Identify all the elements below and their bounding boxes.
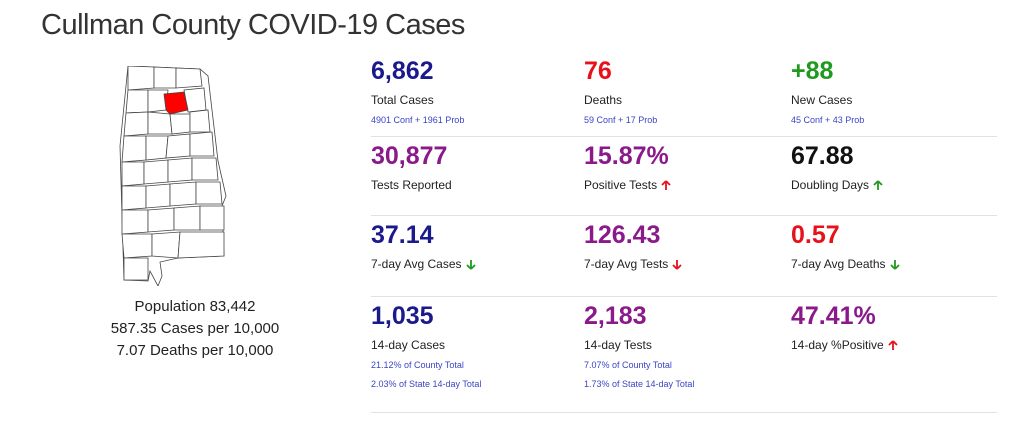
- stats-row: 37.14 7-day Avg Cases 126.43 7-day Avg T…: [371, 216, 997, 297]
- avg-cases-label-text: 7-day Avg Cases: [371, 257, 462, 271]
- arrow-down-green-icon: [465, 259, 476, 270]
- cases-14-label: 14-day Cases: [371, 338, 446, 352]
- arrow-down-red-icon: [672, 259, 682, 270]
- positive-14-label: 14-day %Positive: [791, 338, 898, 352]
- total-cases-note: 4901 Conf + 1961 Prob: [371, 115, 465, 125]
- positive-tests-label-text: Positive Tests: [584, 178, 658, 192]
- stats-grid: 6,862 Total Cases 4901 Conf + 1961 Prob …: [371, 56, 997, 413]
- deaths-per-10000: 7.07 Deaths per 10,000: [116, 342, 274, 359]
- new-cases-value: +88: [791, 57, 834, 85]
- avg-tests-label: 7-day Avg Tests: [584, 257, 682, 271]
- stat-avg-deaths: 0.57 7-day Avg Deaths: [791, 220, 900, 271]
- population-summary: Population 83,442 587.35 Cases per 10,00…: [90, 296, 300, 362]
- new-cases-note: 45 Conf + 43 Prob: [791, 115, 865, 125]
- arrow-down-green-icon: [889, 259, 900, 270]
- total-cases-value: 6,862: [371, 57, 434, 85]
- tests-14-note1: 7.07% of County Total: [584, 360, 672, 370]
- stat-tests-reported: 30,877 Tests Reported: [371, 141, 452, 192]
- avg-tests-label-text: 7-day Avg Tests: [584, 257, 669, 271]
- cases-14-value: 1,035: [371, 302, 434, 330]
- deaths-value: 76: [584, 57, 612, 85]
- stat-avg-cases: 37.14 7-day Avg Cases: [371, 220, 476, 271]
- total-cases-label: Total Cases: [371, 93, 434, 107]
- stat-14day-cases: 1,035 14-day Cases 21.12% of County Tota…: [371, 301, 481, 389]
- tests-14-note2: 1.73% of State 14-day Total: [584, 379, 695, 389]
- positive-tests-value: 15.87%: [584, 142, 669, 170]
- stat-14day-tests: 2,183 14-day Tests 7.07% of County Total…: [584, 301, 694, 389]
- deaths-note: 59 Conf + 17 Prob: [584, 115, 658, 125]
- positive-14-label-text: 14-day %Positive: [791, 338, 884, 352]
- arrow-up-red-icon: [661, 179, 671, 190]
- avg-cases-label: 7-day Avg Cases: [371, 257, 476, 271]
- stat-14day-positive: 47.41% 14-day %Positive: [791, 301, 898, 352]
- stat-new-cases: +88 New Cases 45 Conf + 43 Prob: [791, 56, 864, 125]
- tests-reported-label: Tests Reported: [371, 178, 452, 192]
- cullman-county-highlight: [163, 91, 189, 115]
- cases-14-note2: 2.03% of State 14-day Total: [371, 379, 482, 389]
- tests-reported-value: 30,877: [371, 142, 448, 170]
- population-text: Population 83,442: [134, 298, 256, 315]
- new-cases-label: New Cases: [791, 93, 853, 107]
- avg-cases-value: 37.14: [371, 221, 434, 249]
- stat-deaths: 76 Deaths 59 Conf + 17 Prob: [584, 56, 657, 125]
- stat-positive-tests: 15.87% Positive Tests: [584, 141, 671, 192]
- cases-14-note1: 21.12% of County Total: [371, 360, 464, 370]
- positive-tests-label: Positive Tests: [584, 178, 671, 192]
- doubling-days-label: Doubling Days: [791, 178, 883, 192]
- arrow-up-green-icon: [873, 179, 883, 190]
- cases-per-10000: 587.35 Cases per 10,000: [110, 320, 280, 337]
- avg-deaths-label: 7-day Avg Deaths: [791, 257, 900, 271]
- positive-14-value: 47.41%: [791, 302, 876, 330]
- tests-14-label: 14-day Tests: [584, 338, 652, 352]
- avg-tests-value: 126.43: [584, 221, 661, 249]
- stat-total-cases: 6,862 Total Cases 4901 Conf + 1961 Prob: [371, 56, 464, 125]
- avg-deaths-value: 0.57: [791, 221, 840, 249]
- doubling-days-value: 67.88: [791, 142, 854, 170]
- stat-avg-tests: 126.43 7-day Avg Tests: [584, 220, 682, 271]
- stats-row: 30,877 Tests Reported 15.87% Positive Te…: [371, 137, 997, 216]
- tests-reported-label-text: Tests Reported: [371, 178, 452, 192]
- avg-deaths-label-text: 7-day Avg Deaths: [791, 257, 886, 271]
- deaths-label: Deaths: [584, 93, 623, 107]
- page-title: Cullman County COVID-19 Cases: [41, 9, 465, 41]
- alabama-county-map: [119, 66, 227, 286]
- doubling-days-label-text: Doubling Days: [791, 178, 870, 192]
- stats-row: 6,862 Total Cases 4901 Conf + 1961 Prob …: [371, 56, 997, 137]
- stat-doubling-days: 67.88 Doubling Days: [791, 141, 883, 192]
- stats-row: 1,035 14-day Cases 21.12% of County Tota…: [371, 297, 997, 413]
- tests-14-value: 2,183: [584, 302, 647, 330]
- arrow-up-red-icon: [888, 339, 898, 350]
